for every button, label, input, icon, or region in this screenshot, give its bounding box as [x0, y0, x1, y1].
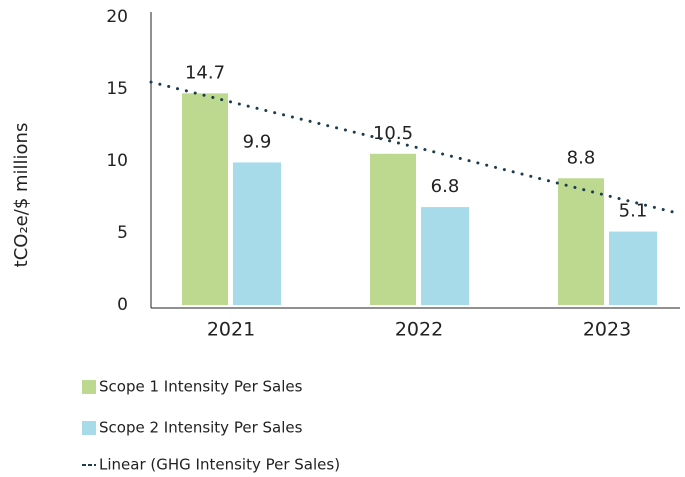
- y-tick-label: 10: [106, 151, 128, 171]
- trendline: [149, 80, 682, 216]
- legend: Scope 1 Intensity Per Sales Scope 2 Inten…: [82, 378, 340, 474]
- data-label: 9.9: [243, 131, 272, 152]
- data-label: 8.8: [567, 147, 596, 168]
- y-tick-label: 20: [106, 7, 128, 27]
- y-tick-label: 15: [106, 79, 128, 99]
- x-tick-label: 2021: [207, 319, 255, 341]
- data-label: 6.8: [431, 176, 460, 197]
- data-label: 10.5: [373, 123, 413, 144]
- y-tick-label: 0: [117, 295, 128, 315]
- x-tick-label: 2023: [583, 319, 631, 341]
- legend-label: Scope 1 Intensity Per Sales: [99, 378, 303, 396]
- data-label: 5.1: [619, 201, 648, 222]
- legend-label: Linear (GHG Intensity Per Sales): [99, 456, 340, 474]
- bar: [421, 207, 469, 305]
- x-tick-label: 2022: [395, 319, 443, 341]
- bar: [609, 231, 657, 305]
- y-tick-label: 5: [117, 223, 128, 243]
- legend-label: Scope 2 Intensity Per Sales: [99, 419, 303, 437]
- y-axis-label: tCO₂e/$ millions: [11, 123, 32, 268]
- legend-swatch: [82, 380, 96, 394]
- bar: [558, 178, 604, 305]
- bar: [182, 93, 228, 305]
- legend-swatch: [82, 421, 96, 435]
- bar: [233, 162, 281, 305]
- data-label: 14.7: [185, 62, 225, 83]
- bar: [370, 153, 416, 305]
